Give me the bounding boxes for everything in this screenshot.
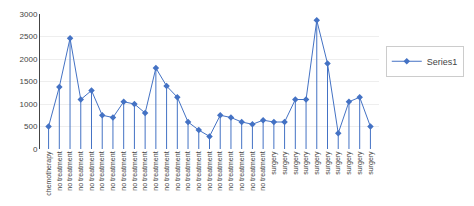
- svg-text:no treatment: no treatment: [120, 151, 127, 190]
- svg-text:no treatment: no treatment: [217, 151, 224, 190]
- svg-text:no treatment: no treatment: [109, 151, 116, 190]
- svg-text:no treatment: no treatment: [88, 151, 95, 190]
- svg-text:no treatment: no treatment: [56, 151, 63, 190]
- svg-text:2000: 2000: [20, 55, 38, 64]
- svg-text:2500: 2500: [20, 32, 38, 41]
- svg-text:no treatment: no treatment: [131, 151, 138, 190]
- svg-text:no treatment: no treatment: [238, 151, 245, 190]
- svg-text:no treatment: no treatment: [195, 151, 202, 190]
- svg-text:Series1: Series1: [427, 57, 458, 67]
- svg-text:surgery: surgery: [345, 151, 353, 175]
- svg-text:surgery: surgery: [302, 151, 310, 175]
- svg-text:no treatment: no treatment: [184, 151, 191, 190]
- svg-text:surgery: surgery: [367, 151, 375, 175]
- svg-text:1000: 1000: [20, 100, 38, 109]
- svg-text:1500: 1500: [20, 77, 38, 86]
- svg-text:surgery: surgery: [270, 151, 278, 175]
- svg-text:surgery: surgery: [335, 151, 343, 175]
- svg-text:no treatment: no treatment: [66, 151, 73, 190]
- svg-text:no treatment: no treatment: [249, 151, 256, 190]
- svg-text:no treatment: no treatment: [77, 151, 84, 190]
- svg-text:surgery: surgery: [324, 151, 332, 175]
- svg-text:3000: 3000: [20, 10, 38, 19]
- svg-text:no treatment: no treatment: [259, 151, 266, 190]
- svg-text:chemotherapy: chemotherapy: [45, 151, 53, 196]
- svg-text:surgery: surgery: [313, 151, 321, 175]
- svg-text:500: 500: [24, 122, 38, 131]
- svg-text:surgery: surgery: [292, 151, 300, 175]
- svg-text:no treatment: no treatment: [152, 151, 159, 190]
- svg-text:no treatment: no treatment: [163, 151, 170, 190]
- svg-text:no treatment: no treatment: [206, 151, 213, 190]
- svg-text:surgery: surgery: [356, 151, 364, 175]
- svg-text:surgery: surgery: [281, 151, 289, 175]
- svg-text:no treatment: no treatment: [227, 151, 234, 190]
- svg-text:no treatment: no treatment: [98, 151, 105, 190]
- svg-text:0: 0: [33, 145, 38, 154]
- svg-text:no treatment: no treatment: [174, 151, 181, 190]
- svg-text:no treatment: no treatment: [141, 151, 148, 190]
